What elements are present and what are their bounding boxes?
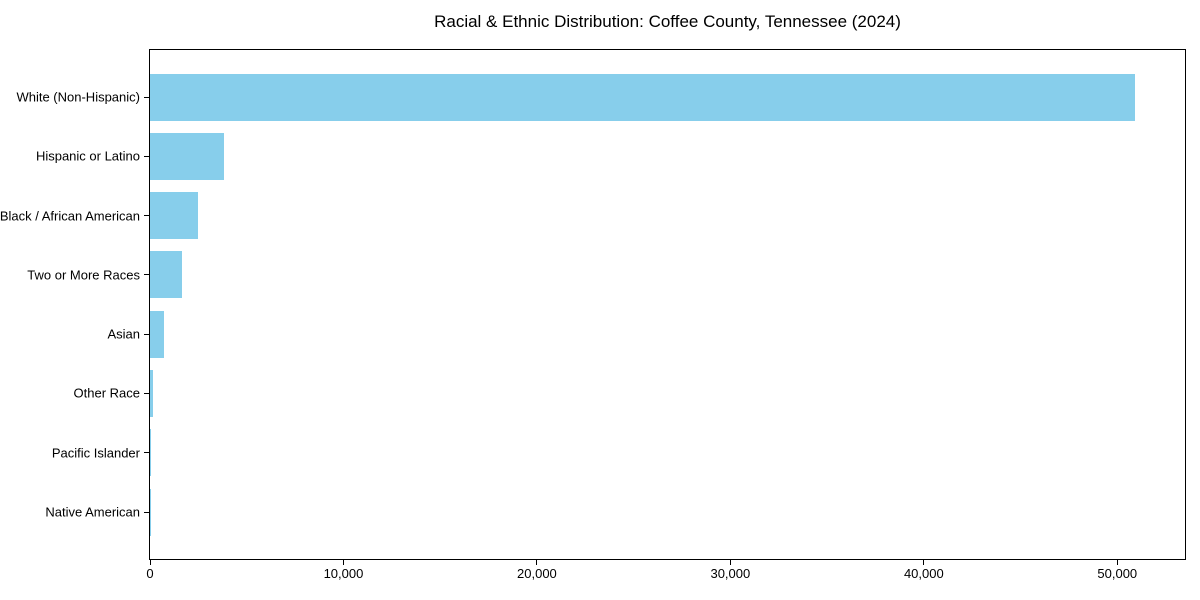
y-axis-tick-mark bbox=[144, 392, 150, 394]
bar bbox=[150, 251, 182, 299]
y-axis-category-label: Pacific Islander bbox=[51, 445, 140, 461]
x-axis-tick-label: 20,000 bbox=[517, 566, 557, 581]
bar bbox=[150, 132, 224, 180]
y-axis-tick-mark bbox=[144, 274, 150, 276]
bar bbox=[150, 192, 199, 240]
x-axis-tick-mark bbox=[1116, 559, 1118, 565]
y-axis-category-label: Hispanic or Latino bbox=[35, 148, 140, 164]
x-axis-tick-mark bbox=[923, 559, 925, 565]
y-axis-tick-mark bbox=[144, 96, 150, 98]
y-axis-category-label: Black / African American bbox=[0, 208, 140, 224]
y-axis-category-label: Native American bbox=[45, 504, 140, 520]
x-axis-tick-mark bbox=[729, 559, 731, 565]
y-axis-tick-mark bbox=[144, 155, 150, 157]
x-axis-tick-label: 10,000 bbox=[323, 566, 364, 581]
y-axis-category-label: White (Non-Hispanic) bbox=[16, 89, 140, 105]
y-axis-tick-mark bbox=[144, 511, 150, 513]
y-axis-tick-mark bbox=[144, 452, 150, 454]
plot-area: White (Non-Hispanic) Hispanic or Latino Bl… bbox=[0, 49, 1186, 580]
x-axis-tick-mark bbox=[536, 559, 538, 565]
y-axis-tick-mark bbox=[144, 333, 150, 335]
bar bbox=[150, 73, 1135, 121]
x-axis-tick-label: 30,000 bbox=[710, 566, 751, 581]
bar bbox=[150, 429, 151, 477]
chart-title: Racial & Ethnic Distribution: Coffee Cou… bbox=[434, 12, 901, 31]
y-axis-category-label: Two or More Races bbox=[27, 267, 140, 283]
x-axis-tick-mark bbox=[342, 559, 344, 565]
x-axis-tick-label: 0 bbox=[146, 566, 154, 581]
y-axis-category-label: Other Race bbox=[73, 385, 140, 401]
bar bbox=[150, 310, 164, 358]
y-axis-category-label: Asian bbox=[107, 326, 140, 342]
y-axis-tick-mark bbox=[144, 215, 150, 217]
bar bbox=[150, 369, 153, 417]
x-axis-tick-label: 40,000 bbox=[903, 566, 944, 581]
x-axis-tick-label: 50,000 bbox=[1097, 566, 1138, 581]
x-axis-tick-mark bbox=[149, 559, 151, 565]
